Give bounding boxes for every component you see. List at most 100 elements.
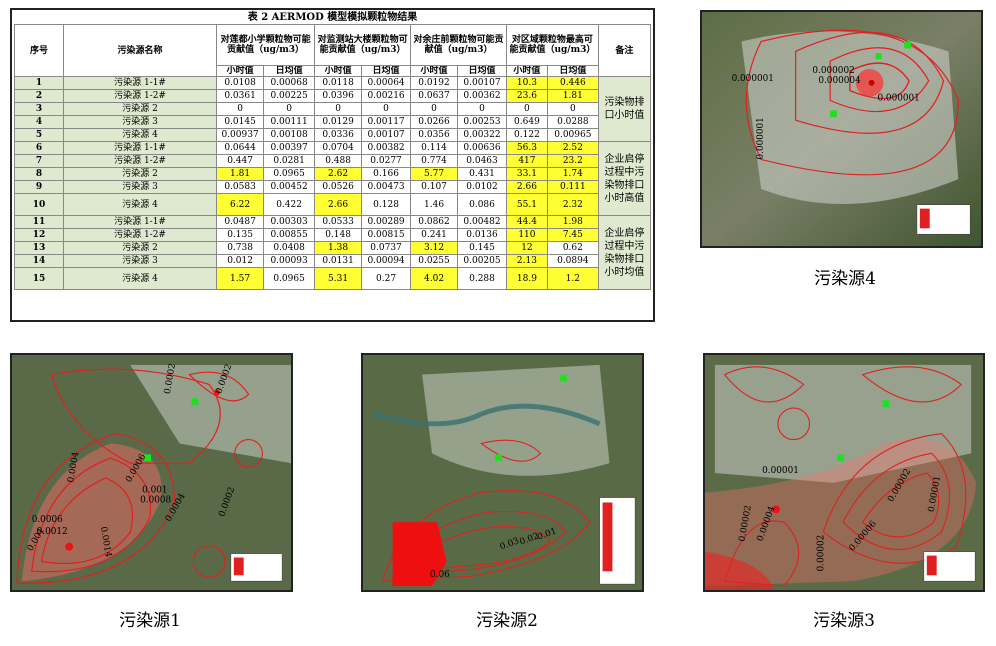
value-cell: 0.649	[506, 115, 548, 129]
urban-area	[714, 364, 972, 483]
row-index: 2	[14, 89, 64, 103]
subheader-hour: 小时值	[410, 65, 458, 77]
contour-label: 0.000001	[877, 93, 919, 103]
value-cell: 0.241	[410, 228, 458, 242]
value-cell: 0.00068	[263, 76, 316, 90]
river	[372, 403, 601, 427]
value-cell: 0.0277	[361, 154, 412, 168]
receptor-marker	[875, 53, 882, 60]
table-row: 12 污染源 1-2# 0.135 0.00855 0.148 0.00815 0.241 0…	[14, 228, 651, 242]
value-cell: 0.0108	[216, 76, 265, 90]
value-cell: 0.0463	[457, 154, 507, 168]
row-index: 9	[14, 180, 64, 194]
row-index: 7	[14, 154, 64, 168]
value-cell: 417	[506, 154, 548, 168]
row-source-name: 污染源 2	[62, 102, 218, 116]
value-cell: 0.288	[457, 267, 507, 290]
value-cell: 0.00225	[263, 89, 316, 103]
value-cell: 0.0583	[216, 180, 265, 194]
table-caption: 表 2 AERMOD 模型模拟颗粒物结果	[247, 12, 418, 23]
header-note: 备注	[597, 24, 652, 77]
row-source-name: 污染源 1-2#	[62, 89, 218, 103]
value-cell: 2.13	[506, 254, 548, 268]
row-source-name: 污染源 4	[62, 267, 218, 290]
value-cell: 0.0487	[216, 215, 265, 229]
table-row: 7 污染源 1-2# 0.447 0.0281 0.488 0.0277 0.774 0.04…	[14, 154, 651, 168]
contour-line	[192, 545, 226, 578]
value-cell: 0.0704	[314, 141, 363, 155]
value-cell: 0.00362	[457, 89, 507, 103]
value-cell: 0.0644	[216, 141, 265, 155]
table-row: 13 污染源 2 0.738 0.0408 1.38 0.0737 3.12 0.145 12 0…	[14, 241, 651, 255]
map-caption-source-1: 污染源1	[119, 611, 181, 631]
legend-swatch	[926, 555, 937, 576]
value-cell: 0.0396	[314, 89, 363, 103]
value-cell: 0.00289	[361, 215, 412, 229]
row-source-name: 污染源 2	[62, 167, 218, 181]
row-index: 8	[14, 167, 64, 181]
value-cell: 23.6	[506, 89, 548, 103]
contour-line	[40, 477, 134, 565]
row-source-name: 污染源 3	[62, 254, 218, 268]
contour-line	[829, 47, 930, 113]
value-cell: 0.107	[410, 180, 458, 194]
receptor-marker	[837, 454, 844, 462]
legend-swatch	[233, 557, 244, 576]
subheader-day: 日均值	[263, 65, 316, 77]
contour-label: 0.06	[430, 570, 450, 580]
contour-label: 0.000004	[818, 76, 861, 86]
row-index: 11	[14, 215, 64, 229]
value-cell: 0.00253	[457, 115, 507, 129]
contour-map-source-3: 0.00001 0.00002 0.00004 0.00002 0.00006 …	[703, 353, 985, 592]
value-cell: 33.1	[506, 167, 548, 181]
value-cell: 10.3	[506, 76, 548, 90]
receptor-marker	[144, 454, 152, 462]
table-row: 2 污染源 1-2# 0.0361 0.00225 0.0396 0.00216 0.063…	[14, 89, 651, 103]
row-source-name: 污染源 1-2#	[62, 154, 218, 168]
value-cell: 44.4	[506, 215, 548, 229]
value-cell: 0.0136	[457, 228, 507, 242]
row-source-name: 污染源 2	[62, 241, 218, 255]
row-index: 15	[14, 267, 64, 290]
value-cell: 0.0965	[263, 267, 316, 290]
value-cell: 0.111	[546, 180, 599, 194]
row-index: 5	[14, 128, 64, 142]
value-cell: 2.62	[314, 167, 363, 181]
value-cell: 110	[506, 228, 548, 242]
value-cell: 0.00397	[263, 141, 316, 155]
peak-area	[392, 522, 447, 587]
contour-line	[234, 439, 263, 468]
value-cell: 0.738	[216, 241, 265, 255]
map-caption-source-3: 污染源3	[813, 611, 875, 631]
value-cell: 0.135	[216, 228, 265, 242]
value-cell: 5.31	[314, 267, 363, 290]
contour-line	[777, 407, 811, 441]
subheader-hour: 小时值	[216, 65, 265, 77]
contour-map-source-1: 0.0002 0.0002 0.0004 0.0006 0.001 0.0008…	[10, 353, 293, 592]
row-source-name: 污染源 1-2#	[62, 228, 218, 242]
receptor-marker	[882, 400, 890, 408]
source-marker	[214, 389, 221, 396]
value-cell: 0.446	[546, 76, 599, 90]
results-table-panel: 表 2 AERMOD 模型模拟颗粒物结果 序号 污染源名称 对莲都小学颗粒物可能…	[10, 8, 655, 322]
group-note: 污染物排口小时值	[597, 76, 652, 142]
map-caption-source-4: 污染源4	[814, 269, 876, 289]
value-cell: 0.0145	[216, 115, 265, 129]
value-cell: 0.0862	[410, 215, 458, 229]
value-cell: 18.9	[506, 267, 548, 290]
source-marker	[868, 79, 875, 86]
contour-line	[724, 520, 800, 587]
value-cell: 0.00064	[361, 76, 412, 90]
contour-line	[862, 472, 940, 538]
subheader-day: 日均值	[546, 65, 599, 77]
value-cell: 2.66	[314, 193, 363, 216]
value-cell: 0.00111	[263, 115, 316, 129]
value-cell: 0.0131	[314, 254, 363, 268]
value-cell: 0.0118	[314, 76, 363, 90]
urban-area	[741, 31, 959, 205]
value-cell: 0.00093	[263, 254, 316, 268]
source-marker	[65, 542, 74, 551]
contour-line	[480, 439, 542, 462]
value-cell: 0.00382	[361, 141, 412, 155]
value-cell: 0.00303	[263, 215, 316, 229]
